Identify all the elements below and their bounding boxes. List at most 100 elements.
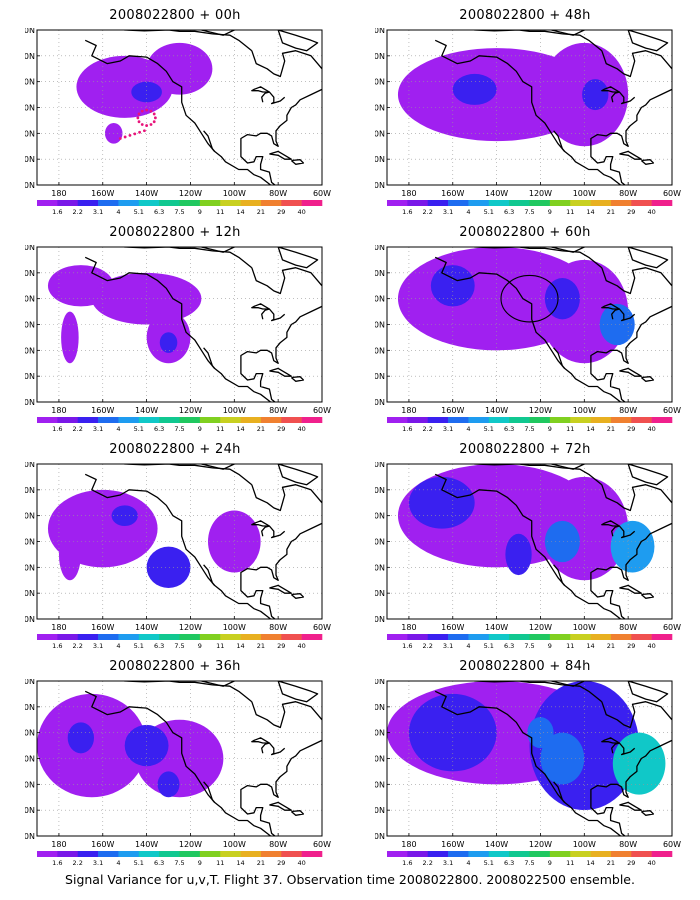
colorbar-label: 40	[648, 642, 656, 650]
variance-contour	[208, 510, 261, 573]
colorbar-label: 4	[466, 642, 470, 650]
colorbar-swatch	[651, 417, 673, 423]
colorbar-swatch	[220, 200, 241, 206]
colorbar-swatch	[509, 417, 530, 423]
colorbar-label: 29	[627, 859, 635, 867]
colorbar-label: 2.2	[423, 859, 433, 867]
colorbar-swatch	[529, 851, 551, 857]
colorbar-swatch	[159, 634, 180, 640]
colorbar-swatch	[468, 634, 490, 640]
variance-contour	[111, 505, 138, 526]
lat-tick-label: 40N	[375, 755, 385, 764]
lon-tick-label: 80W	[269, 406, 287, 415]
colorbar-label: 3.1	[443, 425, 453, 433]
lon-tick-label: 140W	[135, 406, 158, 415]
colorbar-swatch	[98, 200, 119, 206]
variance-contour	[146, 546, 191, 588]
lon-tick-label: 60W	[313, 406, 331, 415]
colorbar-swatch	[549, 417, 571, 423]
lon-tick-label: 100W	[573, 623, 596, 632]
colorbar-swatch	[57, 634, 79, 640]
lat-tick-label: 60N	[375, 486, 385, 495]
colorbar-swatch	[448, 200, 469, 206]
colorbar-label: 1.6	[402, 208, 412, 216]
colorbar-label: 40	[298, 859, 306, 867]
colorbar-label: 7.5	[174, 859, 184, 867]
lat-tick-label: 40N	[25, 755, 35, 764]
variance-contour	[408, 476, 475, 529]
colorbar-label: 4	[116, 642, 120, 650]
colorbar-label: 4	[466, 208, 470, 216]
colorbar-swatch	[159, 851, 180, 857]
colorbar-label: 6.3	[154, 859, 164, 867]
lat-tick-label: 60N	[375, 52, 385, 61]
lon-tick-label: 180	[401, 189, 416, 198]
lon-tick-label: 120W	[529, 840, 552, 849]
colorbar-label: 40	[648, 425, 656, 433]
colorbar-swatch	[138, 200, 160, 206]
colorbar-label: 9	[198, 859, 202, 867]
colorbar-swatch	[179, 851, 201, 857]
colorbar-swatch	[118, 417, 140, 423]
colorbar-swatch	[631, 417, 652, 423]
colorbar-swatch	[77, 200, 99, 206]
lon-tick-label: 120W	[529, 189, 552, 198]
colorbar-label: 14	[586, 208, 594, 216]
colorbar-swatch	[590, 634, 612, 640]
colorbar-swatch	[529, 200, 551, 206]
colorbar-swatch	[240, 417, 262, 423]
colorbar-swatch	[77, 634, 99, 640]
variance-contour	[91, 272, 202, 325]
lat-tick-label: 70N	[375, 679, 385, 686]
colorbar-label: 1.6	[52, 642, 62, 650]
colorbar-swatch	[549, 851, 571, 857]
colorbar: 1.6 2.2 3.1 4 5.1 6.3 7.5 9 11 14 21 29 40	[37, 417, 323, 433]
lat-tick-label: 50N	[25, 78, 35, 87]
colorbar-label: 9	[548, 859, 552, 867]
colorbar-swatch	[199, 417, 221, 423]
colorbar-label: 14	[236, 642, 244, 650]
lon-tick-label: 140W	[135, 623, 158, 632]
colorbar-label: 40	[648, 859, 656, 867]
colorbar-label: 9	[198, 425, 202, 433]
lon-tick-label: 160W	[441, 406, 464, 415]
colorbar-swatch	[448, 417, 469, 423]
colorbar-label: 2.2	[73, 425, 83, 433]
coastline	[434, 464, 672, 619]
colorbar-swatch	[240, 634, 262, 640]
colorbar-label: 11	[566, 642, 574, 650]
variance-contour	[582, 79, 609, 111]
colorbar-label: 1.6	[402, 642, 412, 650]
lat-tick-label: 30N	[25, 780, 35, 789]
colorbar-swatch	[488, 417, 510, 423]
lon-tick-label: 140W	[485, 406, 508, 415]
colorbar-swatch	[98, 634, 119, 640]
lat-tick-label: 50N	[25, 729, 35, 738]
colorbar-label: 14	[586, 859, 594, 867]
lon-tick-label: 100W	[223, 623, 246, 632]
lat-tick-label: 70N	[25, 28, 35, 35]
colorbar-label: 5.1	[134, 425, 144, 433]
colorbar-swatch	[77, 851, 99, 857]
forecast-panel: 2008022800 + 84h 10N 20N 30N 40N 50N 60N 70N 180…	[375, 659, 681, 874]
lon-tick-label: 60W	[663, 840, 681, 849]
colorbar-swatch	[448, 634, 469, 640]
lon-tick-label: 180	[51, 189, 66, 198]
colorbar-label: 29	[277, 859, 285, 867]
lon-tick-label: 100W	[573, 189, 596, 198]
colorbar-swatch	[407, 417, 429, 423]
colorbar-swatch	[427, 417, 449, 423]
colorbar-label: 1.6	[402, 425, 412, 433]
colorbar-swatch	[610, 634, 632, 640]
colorbar-swatch	[651, 634, 673, 640]
lat-tick-label: 40N	[25, 104, 35, 113]
lon-tick-label: 160W	[441, 189, 464, 198]
forecast-panel: 2008022800 + 12h 10N 20N 30N 40N 50N 60N 70N 180…	[25, 225, 331, 440]
lon-tick-label: 120W	[179, 406, 202, 415]
variance-contour	[408, 693, 497, 772]
coastline	[84, 30, 322, 185]
colorbar-swatch	[407, 200, 429, 206]
panel-title: 2008022800 + 36h	[109, 659, 241, 674]
lon-tick-label: 180	[51, 406, 66, 415]
lat-tick-label: 30N	[25, 563, 35, 572]
